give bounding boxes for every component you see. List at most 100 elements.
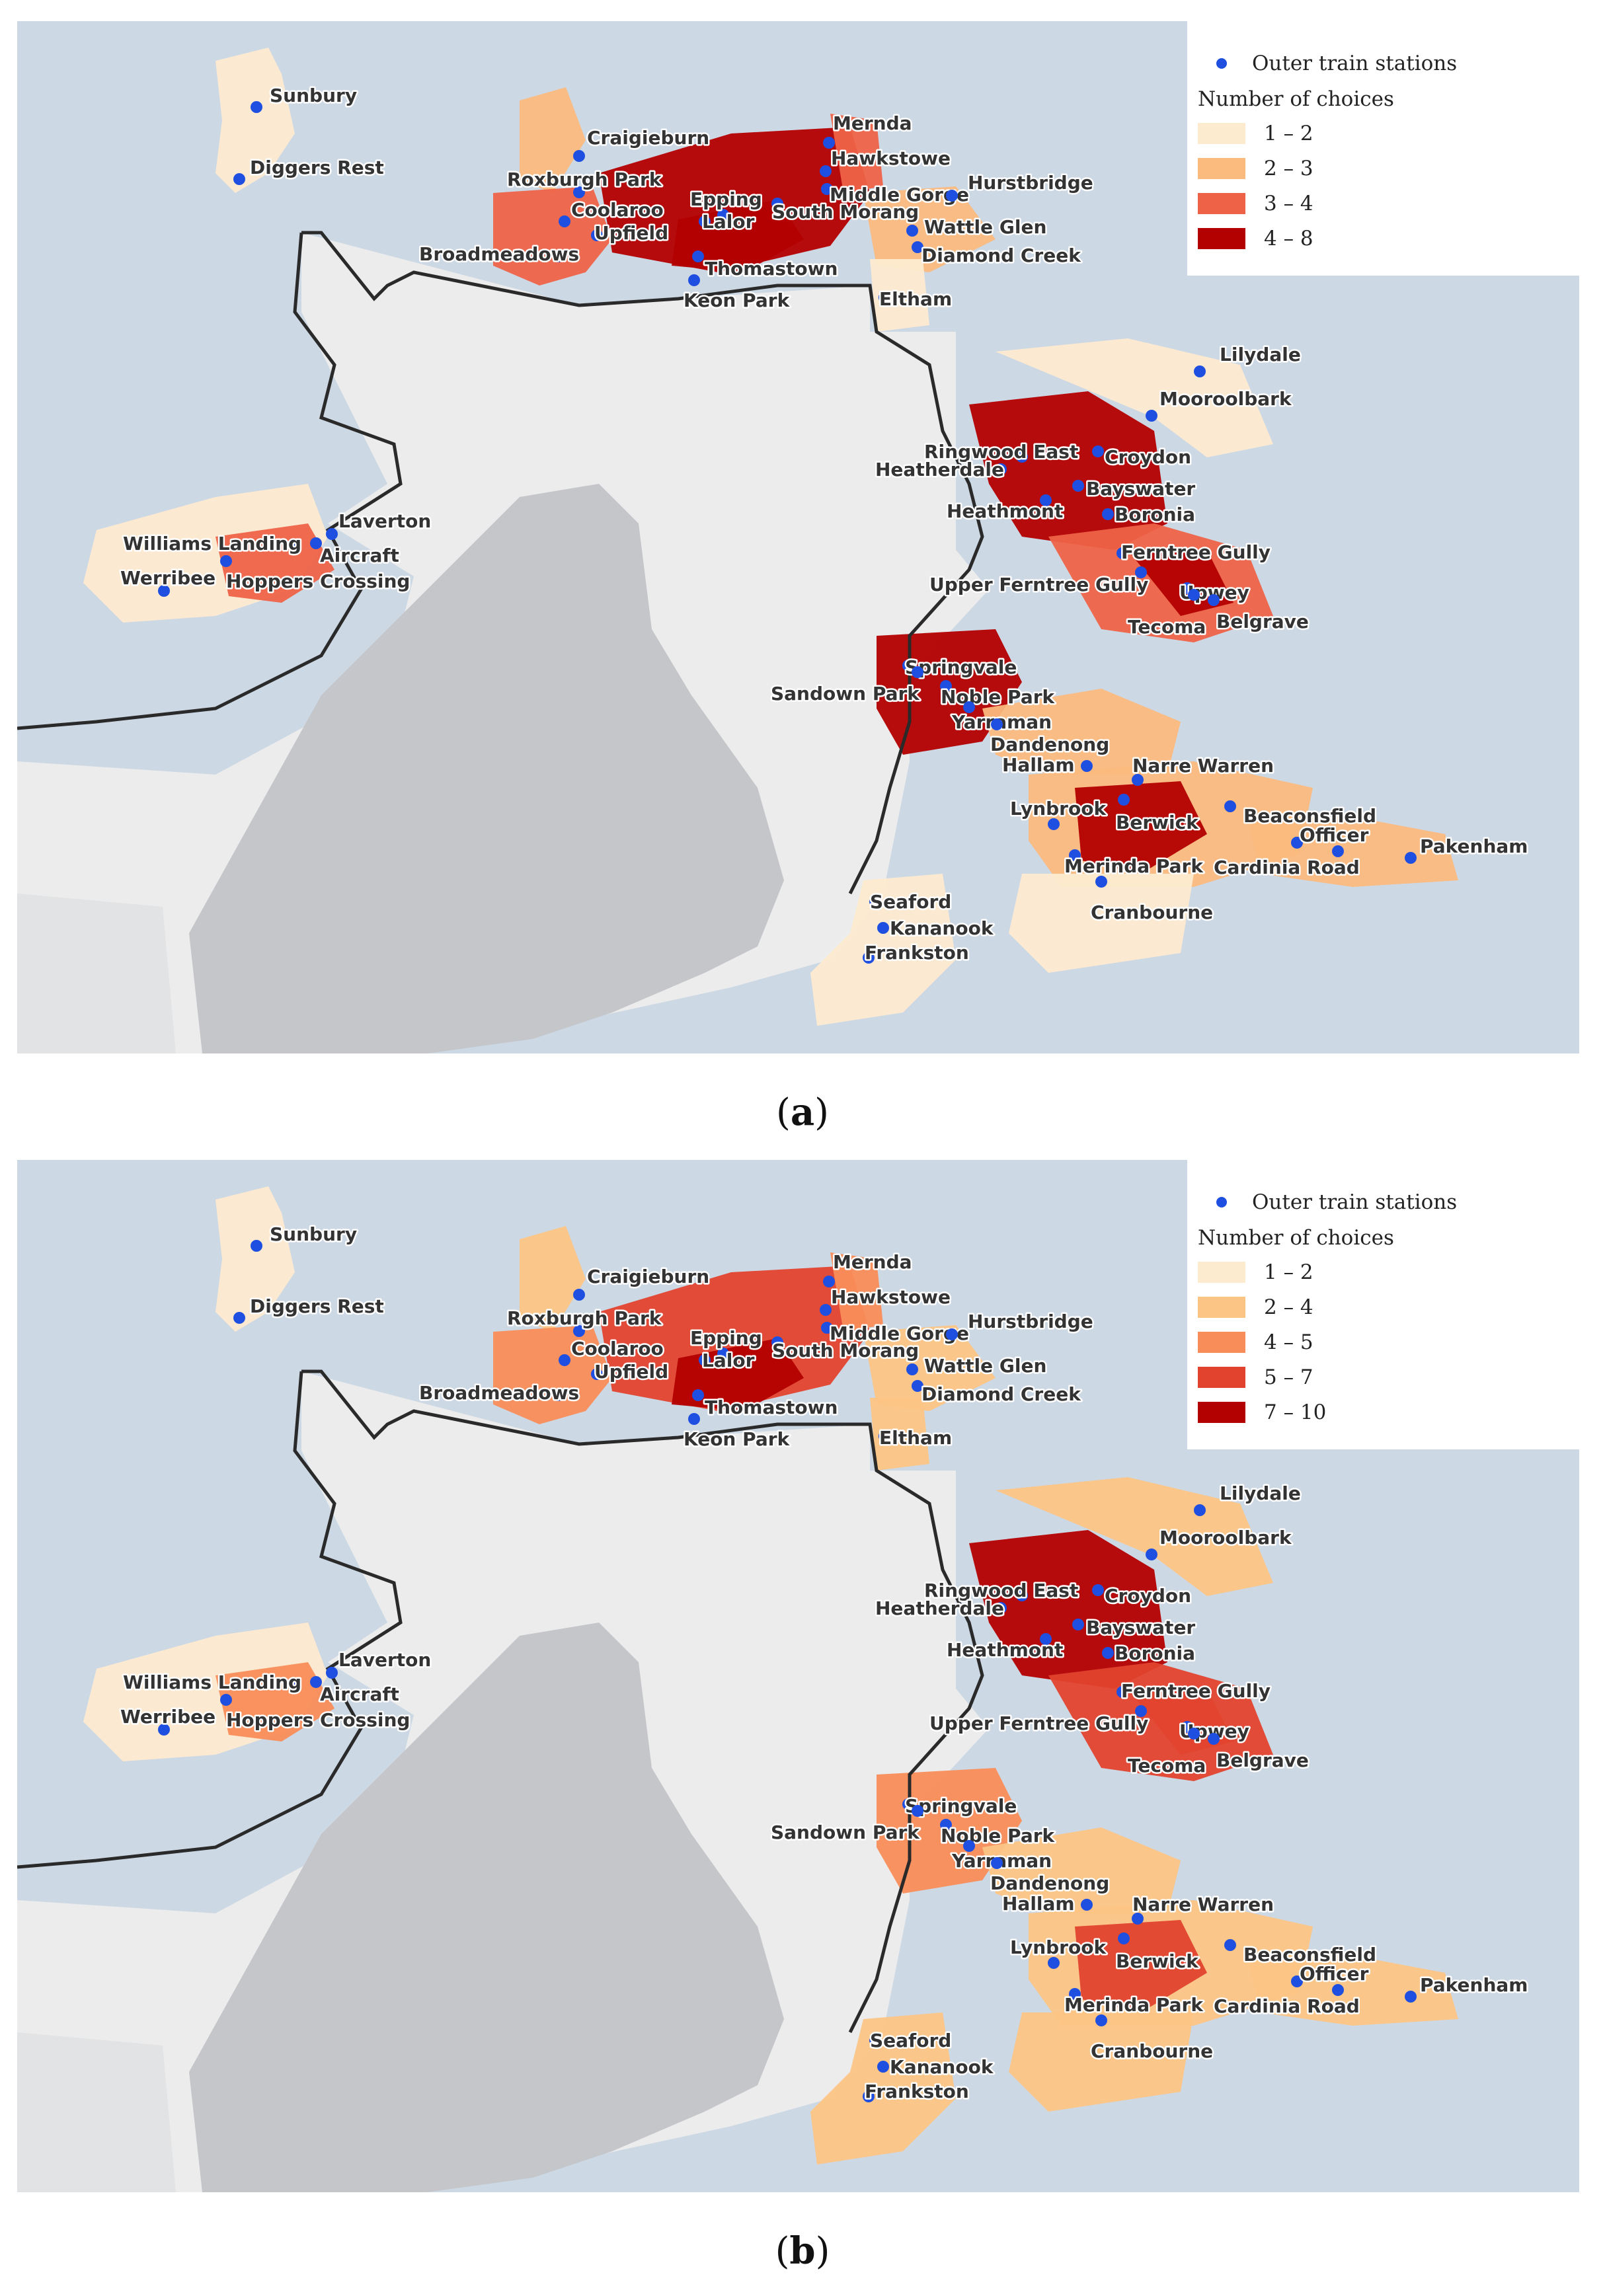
station-marker[interactable] [717, 209, 729, 221]
station-marker[interactable] [559, 215, 570, 227]
station-marker[interactable] [692, 1389, 704, 1401]
station-marker[interactable] [1208, 1733, 1220, 1745]
station-marker[interactable] [717, 1348, 729, 1359]
station-marker[interactable] [573, 150, 585, 162]
station-marker[interactable] [1135, 566, 1147, 578]
station-marker[interactable] [688, 274, 700, 286]
station-marker[interactable] [233, 173, 245, 185]
station-marker[interactable] [1146, 1549, 1157, 1560]
station-marker[interactable] [1132, 1913, 1144, 1925]
station-marker[interactable] [326, 528, 338, 540]
station-marker[interactable] [1048, 818, 1060, 830]
station-marker[interactable] [591, 229, 603, 241]
station-marker[interactable] [1095, 876, 1107, 888]
station-marker[interactable] [158, 585, 170, 597]
station-marker[interactable] [820, 1304, 832, 1316]
station-marker[interactable] [591, 1368, 603, 1380]
station-marker[interactable] [912, 1805, 923, 1817]
station-marker[interactable] [821, 1322, 833, 1334]
station-marker[interactable] [158, 1724, 170, 1736]
station-marker[interactable] [699, 215, 711, 227]
station-marker[interactable] [1092, 445, 1104, 457]
station-marker[interactable] [877, 2061, 889, 2073]
station-marker[interactable] [869, 896, 881, 907]
station-marker[interactable] [823, 137, 835, 149]
station-marker[interactable] [1016, 1589, 1028, 1601]
station-marker[interactable] [1116, 1686, 1128, 1698]
station-marker[interactable] [821, 183, 833, 195]
station-marker[interactable] [1118, 1932, 1130, 1944]
station-marker[interactable] [823, 1276, 835, 1287]
station-marker[interactable] [991, 718, 1003, 730]
station-marker[interactable] [310, 1676, 322, 1688]
station-marker[interactable] [912, 666, 923, 678]
station-marker[interactable] [1095, 2014, 1107, 2026]
station-marker[interactable] [877, 922, 889, 934]
station-marker[interactable] [559, 1354, 570, 1366]
station-marker[interactable] [906, 225, 918, 237]
station-marker[interactable] [771, 1336, 783, 1348]
station-marker[interactable] [820, 165, 832, 177]
station-marker[interactable] [251, 101, 262, 113]
station-marker[interactable] [902, 660, 914, 671]
station-marker[interactable] [946, 190, 958, 202]
station-marker[interactable] [1040, 1633, 1052, 1645]
station-marker[interactable] [1132, 774, 1144, 786]
station-marker[interactable] [1116, 547, 1128, 559]
station-marker[interactable] [1069, 1988, 1081, 2000]
station-marker[interactable] [1102, 508, 1114, 520]
station-marker[interactable] [940, 680, 952, 692]
station-marker[interactable] [1072, 480, 1084, 492]
station-marker[interactable] [1081, 1899, 1093, 1911]
station-marker[interactable] [1040, 494, 1052, 506]
station-marker[interactable] [1194, 1504, 1206, 1516]
station-marker[interactable] [1208, 594, 1220, 606]
station-marker[interactable] [863, 952, 875, 964]
station-marker[interactable] [692, 250, 704, 262]
station-marker[interactable] [289, 1677, 301, 1689]
station-marker[interactable] [1069, 849, 1081, 861]
station-marker[interactable] [220, 555, 232, 567]
station-marker[interactable] [912, 241, 923, 253]
station-marker[interactable] [879, 291, 890, 303]
station-marker[interactable] [771, 198, 783, 210]
station-marker[interactable] [995, 1602, 1007, 1614]
station-marker[interactable] [1102, 1647, 1114, 1659]
station-marker[interactable] [573, 1289, 585, 1301]
station-marker[interactable] [1405, 852, 1417, 864]
station-marker[interactable] [688, 1413, 700, 1425]
station-marker[interactable] [1146, 410, 1157, 422]
station-marker[interactable] [1291, 837, 1303, 849]
station-marker[interactable] [552, 250, 564, 262]
station-marker[interactable] [1332, 1984, 1344, 1996]
station-marker[interactable] [251, 1240, 262, 1252]
station-marker[interactable] [912, 1380, 923, 1392]
station-marker[interactable] [863, 2090, 875, 2102]
station-marker[interactable] [1188, 1728, 1200, 1740]
station-marker[interactable] [1118, 794, 1130, 806]
station-marker[interactable] [699, 1354, 711, 1366]
station-marker[interactable] [1081, 760, 1093, 772]
station-marker[interactable] [289, 539, 301, 551]
station-marker[interactable] [1291, 1975, 1303, 1987]
station-marker[interactable] [1194, 365, 1206, 377]
station-marker[interactable] [940, 1819, 952, 1831]
station-marker[interactable] [1405, 1991, 1417, 2003]
station-marker[interactable] [902, 1798, 914, 1810]
station-marker[interactable] [906, 1363, 918, 1375]
station-marker[interactable] [552, 1389, 564, 1401]
station-marker[interactable] [1016, 451, 1028, 463]
station-marker[interactable] [869, 2034, 881, 2046]
station-marker[interactable] [963, 701, 975, 713]
station-marker[interactable] [1135, 1705, 1147, 1717]
station-marker[interactable] [1092, 1584, 1104, 1596]
station-marker[interactable] [963, 1840, 975, 1852]
station-marker[interactable] [326, 1667, 338, 1679]
station-marker[interactable] [1224, 800, 1236, 812]
station-marker[interactable] [233, 1312, 245, 1324]
station-marker[interactable] [946, 1328, 958, 1340]
station-marker[interactable] [995, 463, 1007, 475]
station-marker[interactable] [879, 1430, 890, 1442]
station-marker[interactable] [1072, 1619, 1084, 1630]
station-marker[interactable] [991, 1857, 1003, 1869]
